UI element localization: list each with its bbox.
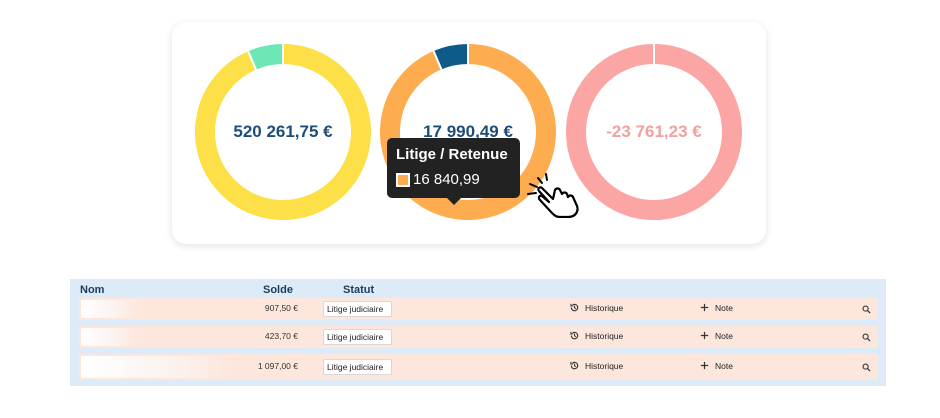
table-row[interactable]: 1 097,00 € Litige judiciaire Historique … [79, 354, 878, 380]
hand-pointer-icon [522, 168, 582, 219]
row-solde: 1 097,00 € [257, 361, 298, 371]
search-icon [862, 333, 871, 342]
table-row[interactable]: 907,50 € Litige judiciaire Historique No… [79, 298, 878, 320]
row-name-redacted [81, 356, 229, 378]
add-note-button[interactable]: Note [699, 302, 733, 313]
status-badge: Litige judiciaire [323, 301, 392, 317]
donut-2-svg [380, 44, 556, 220]
header-solde[interactable]: Solde [263, 284, 293, 296]
search-button[interactable] [858, 301, 874, 317]
history-icon [570, 331, 579, 340]
historique-label: Historique [585, 330, 624, 341]
donut-1-svg [195, 44, 371, 220]
donut-3-segment-1[interactable] [566, 44, 742, 220]
donut-2-segment-1[interactable] [380, 44, 556, 220]
donut-1-value: 520 261,75 € [233, 122, 333, 141]
row-name-redacted [81, 328, 137, 346]
donut-chart-1[interactable]: 520 261,75 € [195, 44, 371, 220]
donut-3-value: -23 761,23 € [606, 122, 702, 141]
note-label: Note [715, 360, 733, 371]
history-icon [570, 303, 579, 312]
search-icon [862, 305, 871, 314]
historique-button[interactable]: Historique [569, 360, 623, 371]
search-icon [862, 363, 871, 372]
status-badge: Litige judiciaire [323, 359, 392, 375]
tooltip-swatch [396, 172, 410, 187]
row-name-redacted [81, 300, 137, 318]
plus-icon [700, 361, 709, 370]
plus-icon [700, 303, 709, 312]
donut-1-separator-2 [247, 50, 257, 70]
search-button[interactable] [858, 359, 874, 375]
note-label: Note [715, 302, 733, 313]
donut-3-svg [566, 44, 742, 220]
row-solde: 423,70 € [264, 331, 298, 341]
donut-2-value: 17 990,49 € [423, 122, 513, 141]
header-statut[interactable]: Statut [343, 284, 375, 296]
tooltip-value: 16 840,99 [413, 171, 480, 188]
status-badge: Litige judiciaire [323, 329, 392, 345]
history-icon [570, 361, 579, 370]
tooltip-row: 16 840,99 [396, 171, 511, 188]
header-nom[interactable]: Nom [80, 284, 105, 296]
search-button[interactable] [858, 329, 874, 345]
donut-2-separator-2 [432, 50, 443, 70]
plus-icon [700, 331, 709, 340]
chart-tooltip: Litige / Retenue 16 840,99 [387, 138, 520, 205]
accounts-table: Nom Solde Statut 907,50 € Litige judicia… [70, 279, 886, 386]
note-label: Note [715, 330, 733, 341]
add-note-button[interactable]: Note [699, 360, 733, 371]
donut-chart-2[interactable]: 17 990,49 € [380, 44, 556, 220]
historique-button[interactable]: Historique [569, 330, 623, 341]
donut-1-segment-1[interactable] [195, 44, 371, 220]
tooltip-title: Litige / Retenue [396, 146, 508, 163]
donut-2-segment-2[interactable] [433, 44, 469, 70]
row-solde: 907,50 € [264, 303, 298, 313]
historique-label: Historique [585, 360, 624, 371]
table-row[interactable]: 423,70 € Litige judiciaire Historique No… [79, 326, 878, 348]
historique-label: Historique [585, 302, 624, 313]
historique-button[interactable]: Historique [569, 302, 623, 313]
donut-1-segment-2[interactable] [248, 44, 284, 70]
add-note-button[interactable]: Note [699, 330, 733, 341]
donut-chart-3[interactable]: -23 761,23 € [566, 44, 742, 220]
